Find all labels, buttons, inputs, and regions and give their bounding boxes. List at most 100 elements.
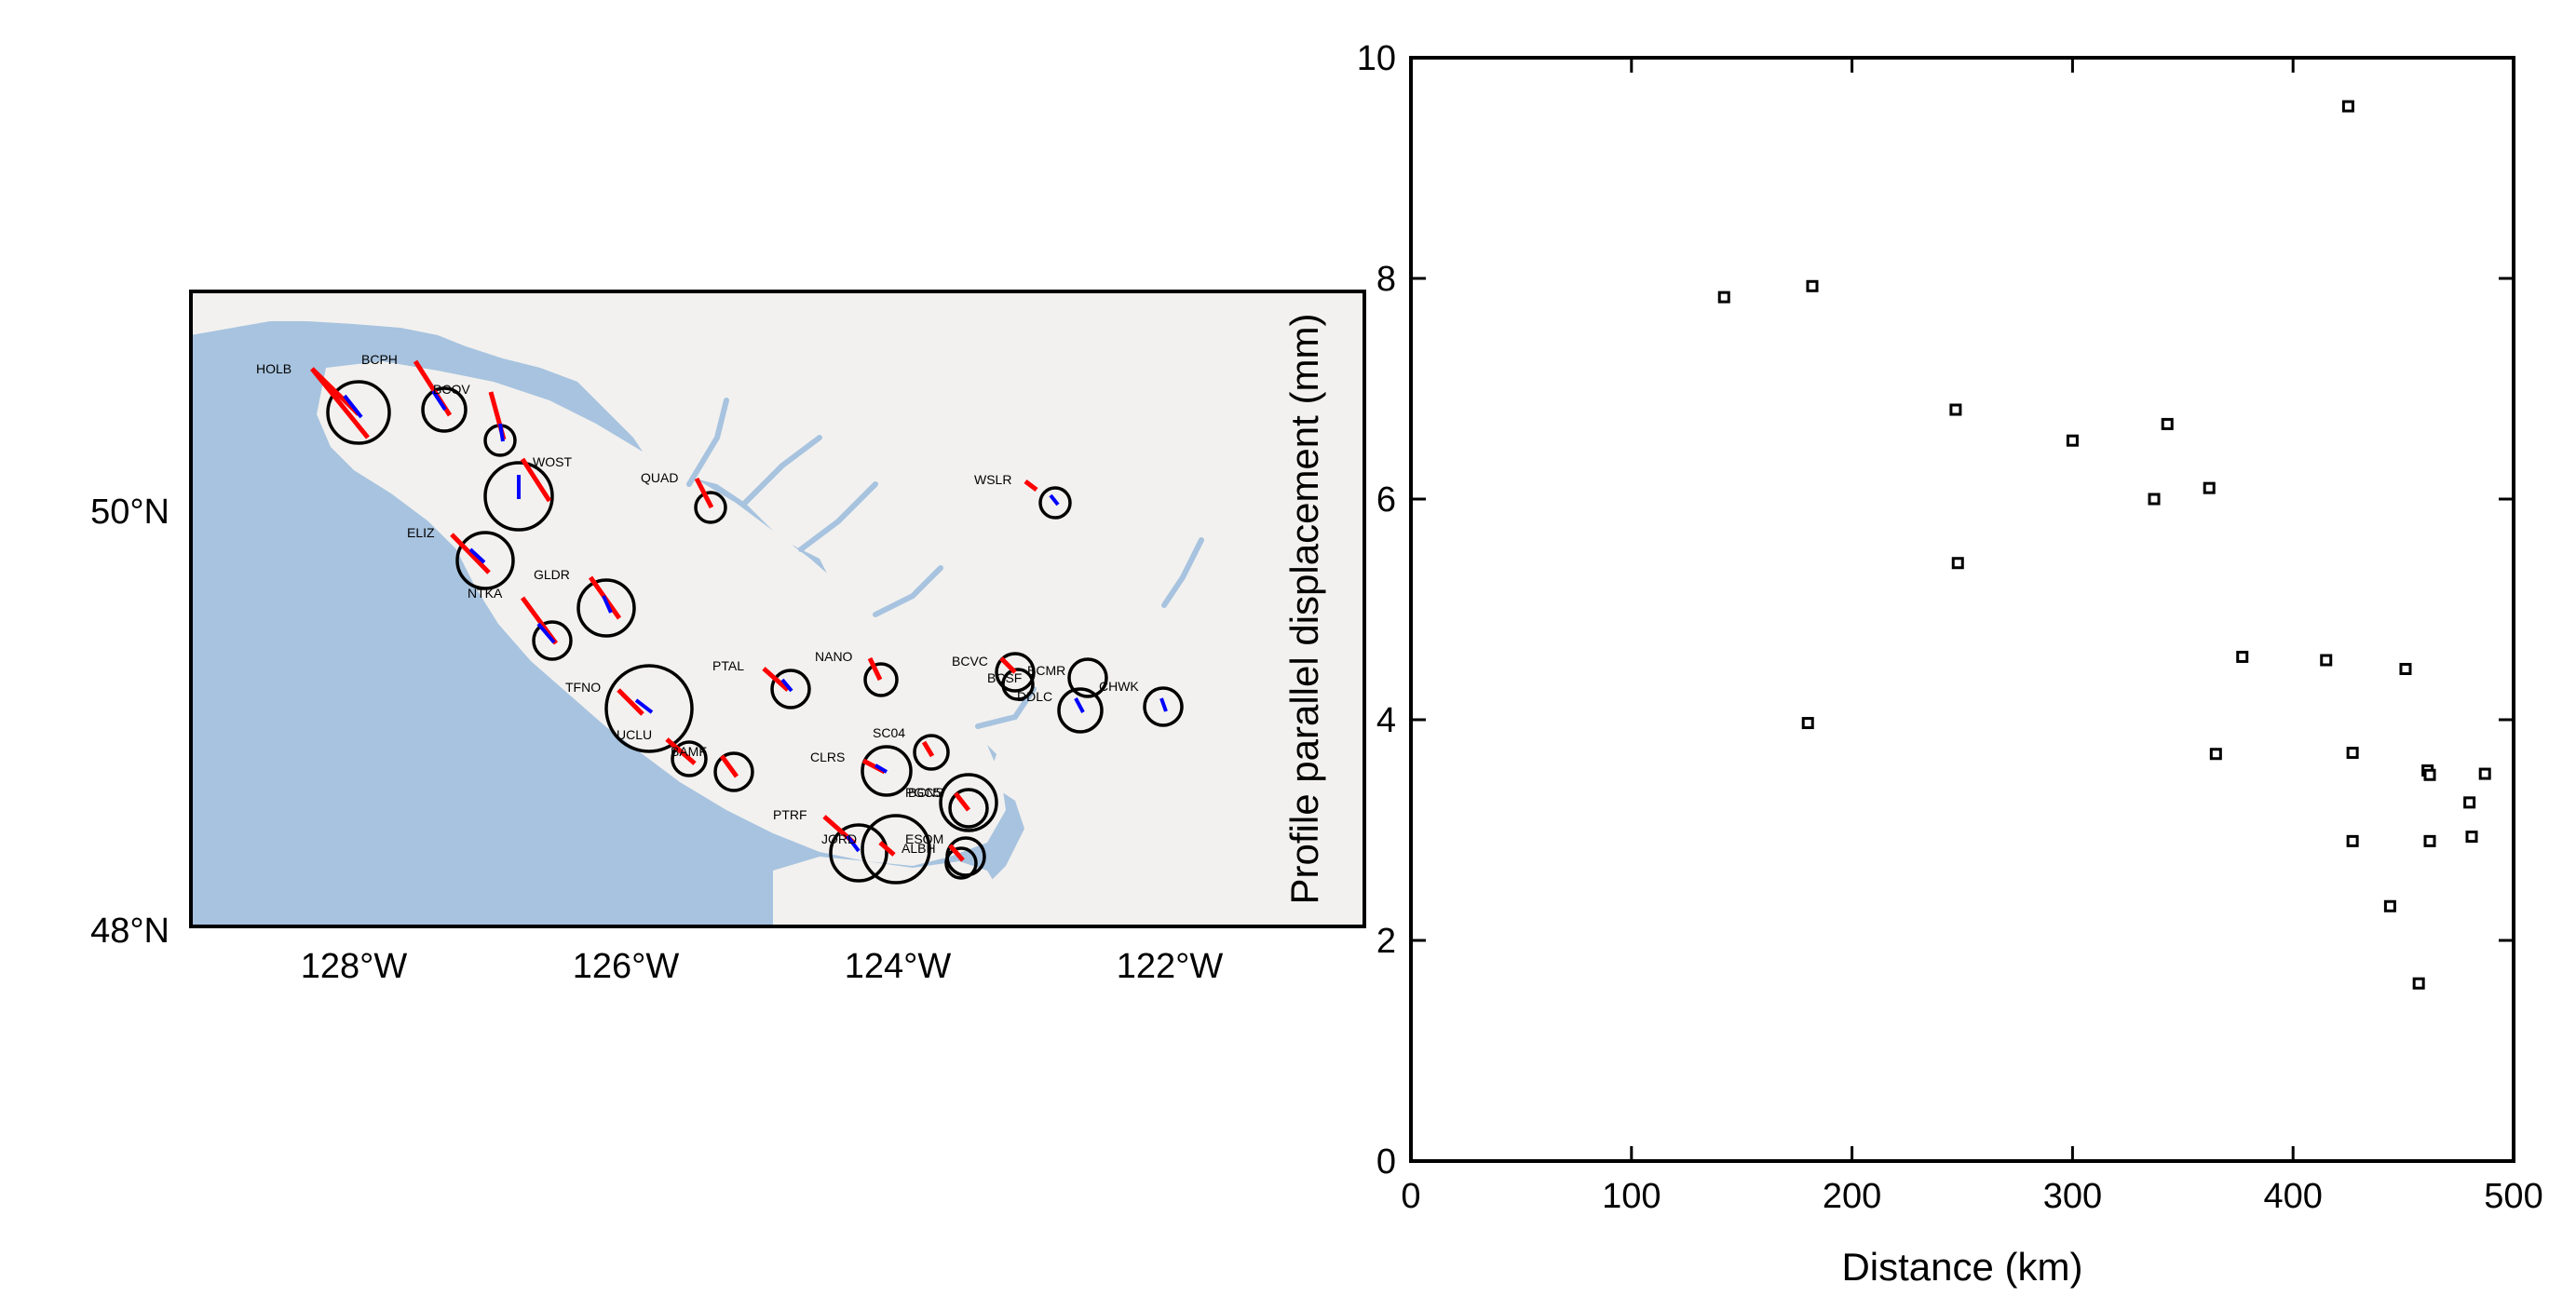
y-tick-label: 4 bbox=[1376, 701, 1396, 740]
station-label-ptrf: PTRF bbox=[773, 807, 807, 822]
station-label-tfno: TFNO bbox=[565, 680, 601, 695]
ellipse-bcmr bbox=[1067, 657, 1108, 698]
station-label-gldr: GLDR bbox=[534, 567, 570, 582]
data-point-0 bbox=[1717, 290, 1730, 304]
station-label-uclu: UCLU bbox=[617, 727, 652, 742]
arrow-mod-bcph bbox=[431, 389, 447, 412]
station-label-bcns: BCNS bbox=[908, 785, 944, 800]
arrow-obs-ptal bbox=[762, 667, 790, 692]
ellipse-wslr bbox=[1038, 486, 1072, 520]
map-frame bbox=[189, 290, 1366, 928]
station-label-esqm: ESQM bbox=[905, 831, 943, 846]
data-points bbox=[1717, 100, 2491, 990]
arrow-obs-uclu bbox=[665, 737, 697, 765]
ellipse-ntka bbox=[532, 620, 573, 661]
y-tick-label: 6 bbox=[1376, 480, 1396, 520]
ellipse-nano bbox=[863, 662, 899, 697]
data-point-17 bbox=[2412, 977, 2425, 990]
station-label-eliz: ELIZ bbox=[407, 525, 435, 540]
station-label-quad: QUAD bbox=[641, 470, 678, 485]
station-label-holb: HOLB bbox=[256, 361, 291, 376]
y-tick-label: 8 bbox=[1376, 260, 1396, 299]
ellipse-bcns bbox=[948, 788, 989, 829]
ellipse-tfno bbox=[604, 664, 694, 753]
data-point-9 bbox=[2209, 748, 2222, 761]
vancouver-island bbox=[317, 361, 1006, 866]
ellipse-quad bbox=[694, 491, 727, 524]
arrow-obs-bcvc bbox=[999, 656, 1017, 674]
x-ticks: 0 100 200 300 400 500 bbox=[1401, 58, 2543, 1216]
arrow-mod-bcov bbox=[498, 423, 505, 442]
station-label-albh: ALBH bbox=[902, 841, 936, 856]
x-tick-label: 400 bbox=[2263, 1177, 2322, 1216]
observed-arrows bbox=[310, 359, 1038, 862]
x-axis-label: Distance (km) bbox=[1841, 1245, 2082, 1289]
x-tick-label: 300 bbox=[2043, 1177, 2102, 1216]
arrow-mod-ntka bbox=[536, 622, 556, 644]
arrow-obs-tfno bbox=[617, 688, 644, 716]
lon-tick-128: 128°W bbox=[301, 947, 408, 986]
data-point-8 bbox=[2203, 481, 2216, 494]
arrow-mod-ddlc bbox=[1074, 697, 1085, 713]
mainland bbox=[191, 291, 1364, 926]
data-point-1 bbox=[1806, 279, 1819, 292]
station-label-wslr: WSLR bbox=[974, 472, 1011, 487]
map-tick-labels: 128°W 126°W 124°W 122°W 50°N 48°N bbox=[90, 493, 1223, 986]
arrow-mod-chwk bbox=[1159, 697, 1168, 712]
ellipse-ptal bbox=[770, 669, 811, 709]
ellipse-wost bbox=[483, 461, 554, 532]
data-point-12 bbox=[2341, 100, 2354, 113]
olympic-peninsula bbox=[773, 857, 1001, 926]
map-panel: HOLB BCPH BCOV WOST QUAD WSLR ELIZ GLDR NTKA PTAL… bbox=[90, 290, 1366, 986]
arrow-mod-tfno bbox=[634, 698, 654, 714]
arrow-mod-gldr bbox=[602, 595, 613, 614]
ellipse-bcsf bbox=[1001, 668, 1035, 701]
ellipse-albh2 bbox=[944, 846, 978, 880]
arrow-obs-esqm bbox=[878, 841, 896, 857]
ellipse-holb bbox=[326, 380, 391, 445]
ellipse-esqm bbox=[861, 814, 931, 885]
ellipse-ddlc bbox=[1057, 687, 1104, 734]
data-point-16 bbox=[2399, 662, 2412, 675]
lon-tick-126: 126°W bbox=[573, 947, 680, 986]
ellipse-bcvc bbox=[995, 652, 1036, 693]
arrow-obs-wost bbox=[520, 457, 552, 503]
data-point-13 bbox=[2346, 747, 2359, 760]
arrow-obs-sc04 bbox=[921, 740, 935, 758]
data-point-15 bbox=[2383, 899, 2396, 912]
station-label-chwk: CHWK bbox=[1099, 679, 1139, 694]
station-label-bcmr: BCMR bbox=[1027, 663, 1065, 678]
data-point-20 bbox=[2423, 834, 2436, 847]
y-tick-label: 0 bbox=[1376, 1142, 1396, 1182]
ellipse-clrs bbox=[861, 745, 913, 797]
data-point-23 bbox=[2478, 767, 2491, 780]
station-label-ptal: PTAL bbox=[712, 658, 744, 673]
data-point-7 bbox=[2161, 417, 2174, 430]
station-label-wost: WOST bbox=[533, 454, 572, 469]
station-label-sc04: SC04 bbox=[873, 725, 905, 740]
arrow-obs-quad bbox=[694, 477, 714, 509]
data-point-10 bbox=[2236, 650, 2249, 663]
arrow-mod-holb bbox=[343, 394, 363, 419]
station-label-bamf: BAMF bbox=[671, 744, 707, 759]
ellipse-eliz bbox=[455, 531, 515, 590]
data-point-19 bbox=[2423, 768, 2436, 781]
station-label-bcvc: BCVC bbox=[952, 654, 988, 669]
arrow-mod-ptal bbox=[780, 678, 793, 693]
station-label-ddlc: DDLC bbox=[1017, 689, 1052, 704]
station-label-ntka: NTKA bbox=[468, 586, 503, 601]
data-point-11 bbox=[2320, 654, 2333, 667]
y-ticks: 0 2 4 6 8 10 bbox=[1357, 39, 2514, 1182]
map-land bbox=[191, 291, 1364, 926]
station-labels: HOLB BCPH BCOV WOST QUAD WSLR ELIZ GLDR NTKA PTAL… bbox=[256, 352, 1139, 856]
data-point-5 bbox=[2066, 434, 2079, 447]
plot-frame bbox=[1409, 56, 2515, 1163]
x-tick-label: 200 bbox=[1823, 1177, 1881, 1216]
ellipse-uclu bbox=[671, 740, 708, 777]
station-label-pgc5: PGC5 bbox=[905, 785, 941, 800]
arrow-obs-albh bbox=[948, 844, 965, 862]
y-axis-label: Profile parallel displacement (mm) bbox=[1282, 314, 1326, 905]
arrow-mod-jord bbox=[846, 834, 861, 853]
lon-tick-122: 122°W bbox=[1117, 947, 1224, 986]
